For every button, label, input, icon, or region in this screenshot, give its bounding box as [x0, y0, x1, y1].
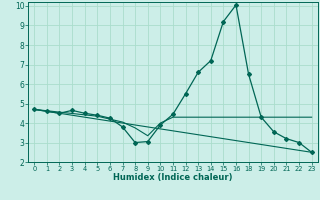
- X-axis label: Humidex (Indice chaleur): Humidex (Indice chaleur): [113, 173, 233, 182]
